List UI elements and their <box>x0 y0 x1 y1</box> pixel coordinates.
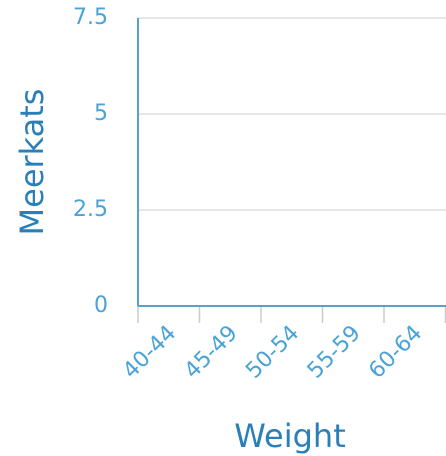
x-tick-label: 40-44 <box>118 321 181 384</box>
x-tick-label: 50-54 <box>241 321 304 384</box>
y-tick-label: 0 <box>94 293 108 318</box>
y-tick-label: 5 <box>94 101 108 126</box>
y-tick-label: 2.5 <box>73 197 108 222</box>
x-tick-label: 55-59 <box>303 321 366 384</box>
y-tick-label: 7.5 <box>73 5 108 30</box>
x-tick-label: 60-64 <box>364 321 427 384</box>
x-tick-label: 45-49 <box>180 321 243 384</box>
x-axis-title: Weight <box>234 417 345 455</box>
y-axis-title: Meerkats <box>13 89 51 236</box>
